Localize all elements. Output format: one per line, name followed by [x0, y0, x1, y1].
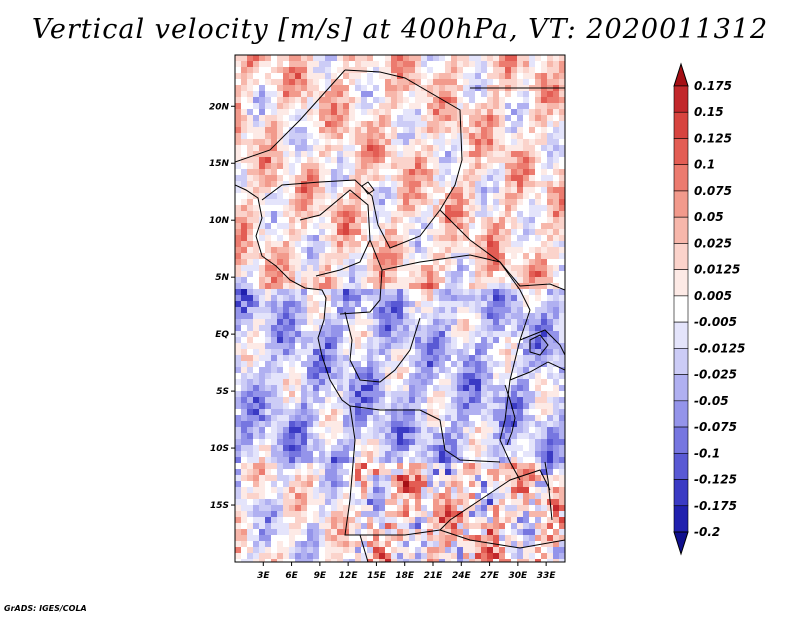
colorbar-label: -0.075 [694, 420, 737, 434]
colorbar-segment [673, 426, 689, 454]
colorbar-label: 0.125 [694, 131, 732, 145]
colorbar-label: -0.0125 [694, 341, 745, 355]
colorbar-segment [673, 374, 689, 402]
border-angola-north [349, 405, 501, 463]
colorbar-label: -0.05 [694, 394, 729, 408]
colorbar-label: -0.175 [694, 499, 737, 513]
lat-tick-label: 20N [209, 102, 230, 112]
lat-tick-label: 5N [215, 273, 229, 283]
colorbar-segment [673, 321, 689, 349]
coastline-west [235, 184, 351, 407]
chart-title: Vertical velocity [m/s] at 400hPa, VT: 2… [31, 14, 769, 45]
border-east-2 [509, 361, 565, 381]
lat-tick-label: 5S [216, 387, 229, 397]
colorbar-label: -0.005 [694, 315, 737, 329]
colorbar-label: -0.1 [694, 446, 720, 460]
colorbar-segment [673, 505, 689, 533]
lon-tick-label: 21E [424, 571, 444, 581]
lat-tick-label: 10N [209, 216, 230, 226]
lon-tick-label: 15E [367, 571, 387, 581]
colorbar-segment [673, 164, 689, 192]
colorbar-segment [673, 348, 689, 375]
colorbar-label: 0.05 [694, 210, 724, 224]
colorbar-segment [673, 216, 689, 244]
lon-tick-label: 18E [395, 571, 415, 581]
border-congo [344, 311, 421, 383]
border-cameroon [339, 239, 383, 315]
colorbar-label: -0.125 [694, 473, 737, 487]
colorbar-label: -0.2 [694, 525, 720, 539]
border-north-1 [235, 69, 346, 163]
lat-tick-label: 15N [209, 159, 230, 169]
grads-credit: GrADS: IGES/COLA [4, 604, 87, 613]
lat-tick-label: 10S [210, 444, 229, 454]
border-namibia [359, 534, 369, 562]
lat-tick-label: 15S [210, 501, 229, 511]
colorbar-label: 0.005 [694, 289, 732, 303]
colorbar-segment [673, 111, 689, 139]
latitude-axis: 20N 15N 10N 5N EQ 5S 10S 15S [209, 102, 235, 511]
lon-tick-label: 3E [257, 571, 270, 581]
colorbar-bottom-triangle [673, 531, 689, 556]
colorbar-segment [673, 269, 689, 297]
colorbar-label: 0.075 [694, 184, 732, 198]
lake-malawi [544, 461, 553, 521]
colorbar-label: -0.025 [694, 368, 737, 382]
lon-tick-label: 6E [285, 571, 298, 581]
colorbar-label: 0.175 [694, 79, 732, 93]
lon-tick-label: 33E [537, 571, 557, 581]
border-nigeria [299, 189, 371, 277]
colorbar-label: 0.025 [694, 236, 732, 250]
lon-tick-label: 27E [480, 571, 500, 581]
colorbar-segment [673, 190, 689, 218]
lon-tick-label: 30E [509, 571, 529, 581]
lon-tick-label: 9E [314, 571, 327, 581]
country-borders [235, 69, 565, 562]
lon-tick-label: 12E [339, 571, 359, 581]
colorbar-segment [673, 138, 689, 166]
colorbar-segment [673, 243, 689, 270]
longitude-axis: 3E 6E 9E 12E 15E 18E 21E 24E 27E 30E 33E [257, 562, 556, 581]
lake-tanganyika [504, 384, 516, 446]
colorbar-label: 0.0125 [694, 263, 740, 277]
lake-victoria [529, 334, 549, 356]
border-east-1 [519, 329, 565, 356]
border-zambia [439, 469, 551, 531]
colorbar-segment [673, 85, 689, 113]
border-sahel [261, 179, 565, 291]
colorbar-segment [673, 479, 689, 507]
colorbar-segment [673, 452, 689, 480]
border-north-2 [344, 69, 463, 211]
border-angola-south [344, 405, 441, 536]
colorbar-label: 0.15 [694, 105, 724, 119]
colorbar-segment [673, 400, 689, 428]
colorbar-top-triangle [673, 62, 689, 87]
border-south [439, 529, 565, 549]
lon-tick-label: 24E [452, 571, 472, 581]
velocity-field [235, 55, 565, 562]
colorbar: 0.175 0.15 0.125 0.1 0.075 0.05 0.025 0.0125 0.0… [673, 62, 745, 556]
colorbar-segment [673, 295, 689, 323]
map-frame [234, 54, 566, 563]
lat-tick-label: EQ [215, 330, 229, 340]
colorbar-label: 0.1 [694, 158, 715, 172]
lake-chad [361, 181, 375, 195]
border-car [381, 254, 531, 311]
